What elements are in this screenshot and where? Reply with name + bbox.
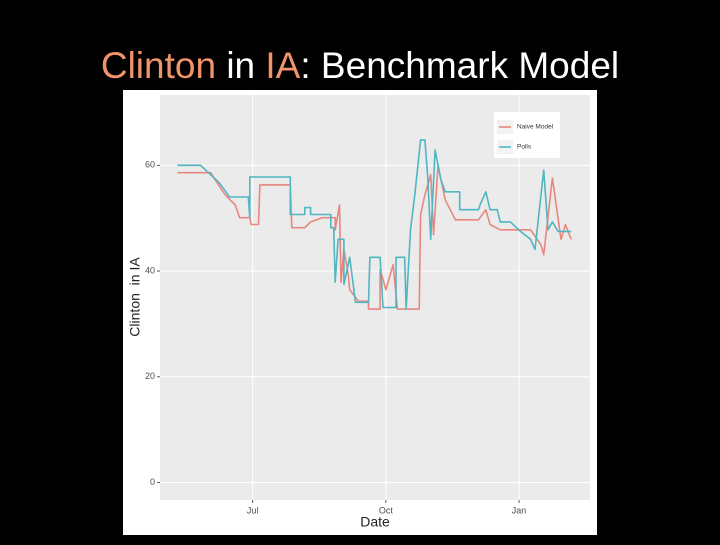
slide-title: Clinton in IA: Benchmark Model <box>101 45 619 86</box>
series-line <box>177 164 572 310</box>
title-part: in <box>216 45 265 86</box>
title-part: Clinton <box>101 45 216 86</box>
x-tick-label: Jul <box>247 505 259 515</box>
x-tick-label: Oct <box>379 505 394 515</box>
x-axis-label: Date <box>360 514 390 530</box>
y-tick-label: 60 <box>145 160 155 170</box>
y-axis-label: Clinton in IA <box>127 257 143 337</box>
x-tick-label: Jan <box>512 505 527 515</box>
legend-items: Naive Model Polls <box>497 120 554 154</box>
y-tick-label: 40 <box>145 265 155 275</box>
plot-panel <box>160 95 590 500</box>
title-part: IA <box>265 45 300 86</box>
grid: 0 20 40 60 Jul Oct Jan <box>145 95 590 515</box>
y-tick-label: 20 <box>145 371 155 381</box>
title-part: : Benchmark Model <box>300 45 619 86</box>
legend-label: Polls <box>517 144 532 151</box>
lines <box>177 139 572 310</box>
legend-label: Naive Model <box>517 124 554 131</box>
y-tick-label: 0 <box>150 477 155 487</box>
series-line <box>177 139 572 310</box>
